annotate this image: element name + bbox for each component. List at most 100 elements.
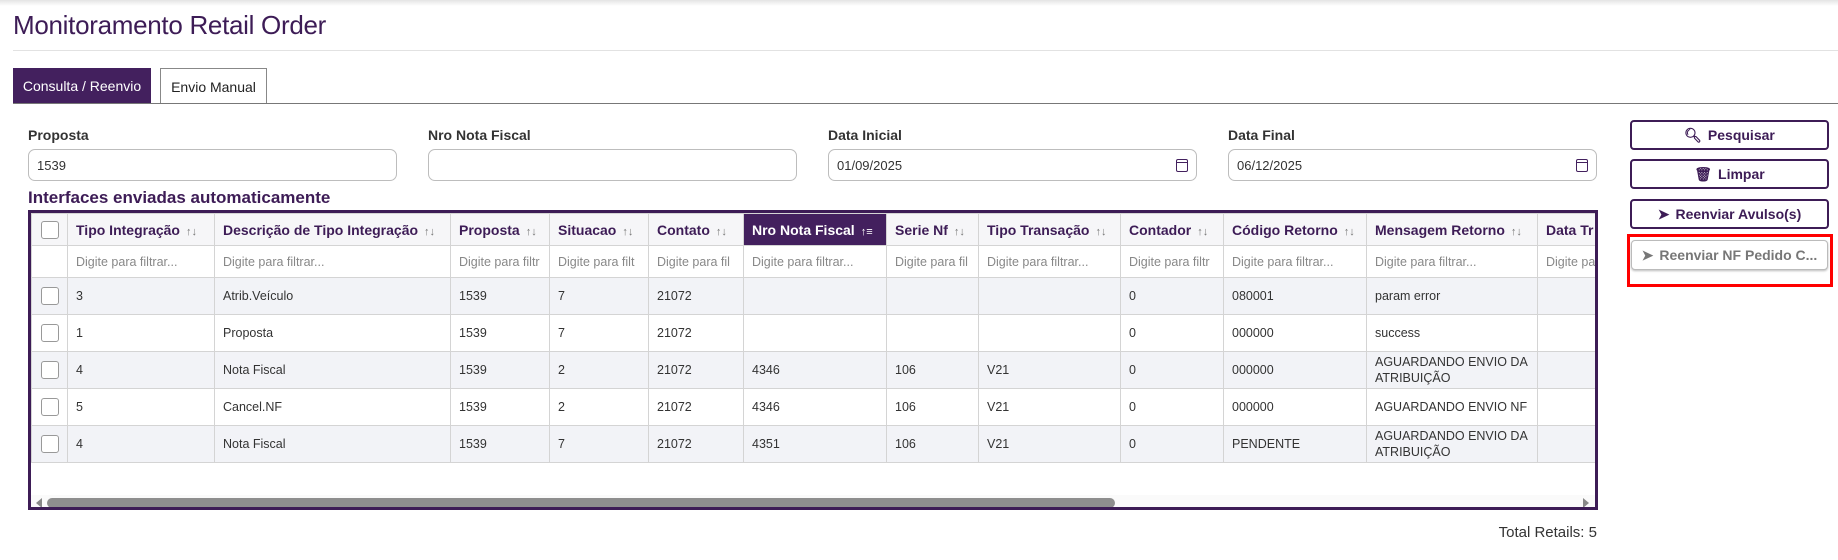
column-filter-input[interactable]: Digite para filt [549, 245, 649, 278]
pesquisar-button[interactable]: 🔍︎ Pesquisar [1630, 120, 1829, 150]
sort-icon[interactable]: ↑↓ [715, 225, 727, 238]
reenviar-avulsos-button[interactable]: ➤ Reenviar Avulso(s) [1630, 199, 1829, 229]
data-inicial-input[interactable]: 01/09/2025 [828, 149, 1197, 181]
table-cell: 000000 [1223, 351, 1367, 389]
column-filter-input[interactable]: Digite pa [1537, 245, 1595, 278]
column-header[interactable]: Nro Nota Fiscal ↑≡ [743, 213, 887, 246]
column-filter-input[interactable]: Digite para fil [886, 245, 979, 278]
row-checkbox-cell[interactable] [31, 314, 68, 352]
row-checkbox[interactable] [40, 324, 59, 342]
table-cell: 7 [549, 314, 649, 352]
table-cell: 4 [67, 351, 215, 389]
sort-icon[interactable]: ↑↓ [525, 225, 537, 238]
proposta-input[interactable]: 1539 [28, 149, 397, 181]
header-row: Tipo Integração ↑↓ Descrição de Tipo Integ… [31, 213, 1595, 246]
table-cell: 21072 [648, 425, 744, 463]
column-filter-input[interactable]: Digite para fil [648, 245, 744, 278]
column-filter-input[interactable]: Digite para filtrar... [978, 245, 1121, 278]
table-cell: Nota Fiscal [214, 351, 451, 389]
table-cell: 106 [886, 351, 979, 389]
column-filter-input[interactable]: Digite para filtrar... [1223, 245, 1367, 278]
column-header[interactable]: Tipo Transação ↑↓ [978, 213, 1121, 246]
sort-icon[interactable]: ↑↓ [1343, 225, 1355, 238]
table-row[interactable]: 4 Nota Fiscal 1539 7 21072 4351 106 V21 0 PENDENT… [31, 425, 1595, 463]
scrollbar-thumb[interactable] [47, 498, 1115, 507]
select-all-checkbox[interactable] [40, 220, 59, 239]
data-final-input[interactable]: 06/12/2025 [1228, 149, 1597, 181]
column-header[interactable]: Código Retorno ↑↓ [1223, 213, 1367, 246]
column-header[interactable]: Mensagem Retorno ↑↓ [1366, 213, 1538, 246]
table-cell [978, 314, 1121, 352]
table-cell: 7 [549, 425, 649, 463]
column-header[interactable]: Data Tr [1537, 213, 1595, 246]
row-checkbox[interactable] [40, 398, 59, 416]
row-checkbox-cell[interactable] [31, 351, 68, 389]
column-header[interactable]: Descrição de Tipo Integração ↑↓ [214, 213, 451, 246]
sort-icon[interactable]: ↑↓ [424, 225, 436, 238]
sort-icon[interactable]: ↑↓ [622, 225, 634, 238]
table-cell: 06/12/2 [1537, 277, 1595, 315]
table-cell: 1539 [450, 351, 550, 389]
column-header[interactable]: Proposta ↑↓ [450, 213, 550, 246]
scroll-right-icon[interactable] [1583, 498, 1589, 507]
table-row[interactable]: 1Proposta15397210720000000success06/12/2 [31, 314, 1595, 352]
table-cell: 4 [67, 425, 215, 463]
horizontal-scrollbar[interactable] [31, 495, 1595, 507]
select-all-checkbox-cell[interactable] [31, 213, 68, 246]
limpar-label: Limpar [1718, 166, 1765, 182]
sort-icon[interactable]: ↑↓ [185, 225, 197, 238]
sort-icon[interactable]: ↑↓ [1510, 225, 1522, 238]
row-checkbox-cell[interactable] [31, 425, 68, 463]
table-cell: Proposta [214, 314, 451, 352]
paper-plane-icon: ➤ [1641, 246, 1654, 263]
column-header[interactable]: Serie Nf ↑↓ [886, 213, 979, 246]
calendar-icon[interactable] [1576, 158, 1588, 172]
table-cell: 21072 [648, 277, 744, 315]
row-checkbox[interactable] [40, 287, 59, 305]
paper-plane-icon: ➤ [1657, 205, 1670, 222]
table-cell: V21 [978, 351, 1121, 389]
column-filter-input[interactable]: Digite para filtrar... [214, 245, 451, 278]
column-header[interactable]: Tipo Integração ↑↓ [67, 213, 215, 246]
tab-envio-manual[interactable]: Envio Manual [160, 68, 267, 104]
reenviar-nf-pedido-button[interactable]: ➤ Reenviar NF Pedido C... [1631, 240, 1828, 270]
table-cell: 080001 [1223, 277, 1367, 315]
column-filter-input[interactable]: Digite para filtrar... [743, 245, 887, 278]
sort-ascending-icon[interactable]: ↑≡ [860, 225, 873, 238]
column-header[interactable]: Situacao ↑↓ [549, 213, 649, 246]
row-checkbox-cell[interactable] [31, 277, 68, 315]
row-checkbox-cell[interactable] [31, 388, 68, 426]
limpar-button[interactable]: 🗑︎ Limpar [1630, 159, 1829, 189]
column-header[interactable]: Contador ↑↓ [1120, 213, 1224, 246]
table-cell: AGUARDANDO ENVIO DA ATRIBUIÇÃO [1366, 425, 1538, 463]
column-filter-input[interactable]: Digite para filtrar... [1366, 245, 1538, 278]
table-row[interactable]: 5 Cancel.NF 1539 2 21072 4346 106 V21 0 000000 AGU… [31, 388, 1595, 426]
tab-consulta-reenvio[interactable]: Consulta / Reenvio [13, 68, 151, 104]
sort-icon[interactable]: ↑↓ [1095, 225, 1107, 238]
row-checkbox[interactable] [40, 361, 59, 379]
nro-nota-fiscal-input[interactable] [428, 149, 797, 181]
table-row[interactable]: 4 Nota Fiscal 1539 2 21072 4346 106 V21 0 000000 A… [31, 351, 1595, 389]
table-cell: 0 [1120, 277, 1224, 315]
table-cell: success [1366, 314, 1538, 352]
column-header-label: Descrição de Tipo Integração [223, 221, 419, 238]
column-filter-input[interactable]: Digite para filtr [450, 245, 550, 278]
row-checkbox[interactable] [40, 435, 59, 453]
column-filter-input[interactable]: Digite para filtrar... [67, 245, 215, 278]
column-filter-input[interactable]: Digite para filtr [1120, 245, 1224, 278]
table-cell: 1539 [450, 388, 550, 426]
column-header[interactable]: Contato ↑↓ [648, 213, 744, 246]
data-inicial-label: Data Inicial [828, 127, 902, 143]
table-row[interactable]: 3 Atrib.Veículo 1539 7 21072 0 080001 param err… [31, 277, 1595, 315]
table-cell [978, 277, 1121, 315]
table-cell: 2 [549, 388, 649, 426]
table-cell: 4346 [743, 351, 887, 389]
sort-icon[interactable]: ↑↓ [1197, 225, 1209, 238]
interfaces-table: Tipo Integração ↑↓ Descrição de Tipo Integ… [28, 210, 1598, 510]
scroll-left-icon[interactable] [36, 498, 42, 507]
table-cell: 21072 [648, 351, 744, 389]
trash-icon: 🗑︎ [1694, 165, 1713, 182]
sort-icon[interactable]: ↑↓ [953, 225, 965, 238]
calendar-icon[interactable] [1176, 158, 1188, 172]
table-cell [886, 314, 979, 352]
